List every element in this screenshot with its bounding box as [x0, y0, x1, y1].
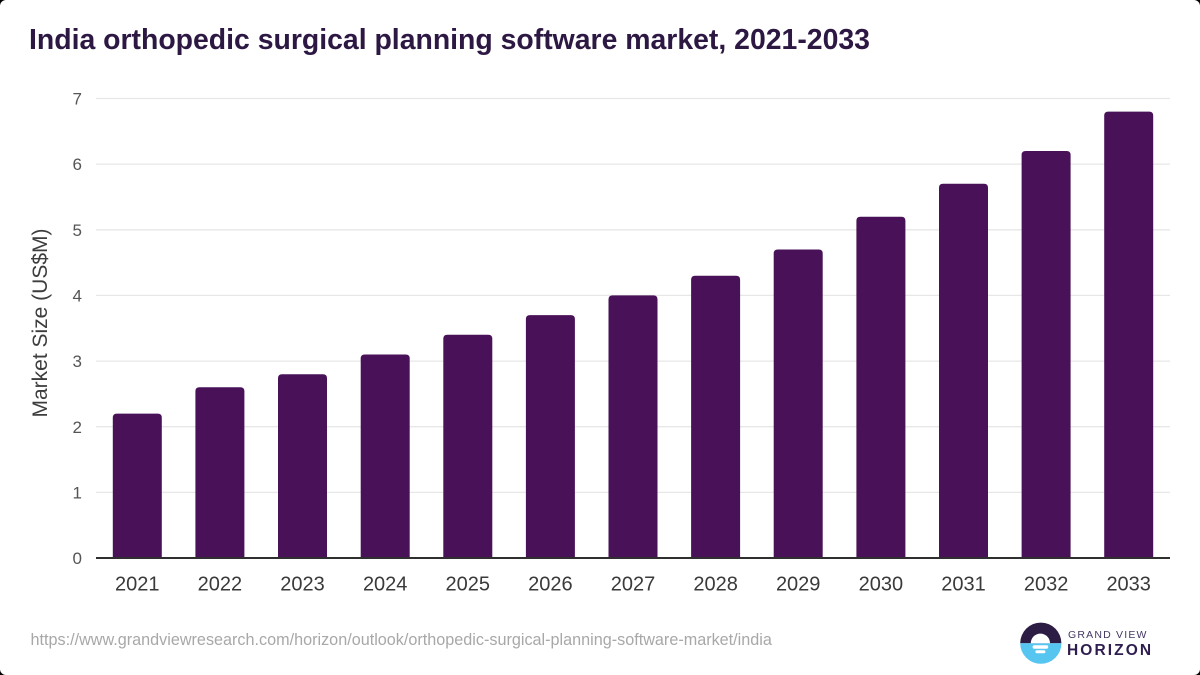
svg-text:2029: 2029 — [776, 574, 821, 596]
svg-text:2028: 2028 — [693, 574, 738, 596]
svg-text:2027: 2027 — [611, 574, 656, 596]
svg-text:4: 4 — [73, 287, 82, 306]
svg-text:2024: 2024 — [363, 574, 408, 596]
svg-text:7: 7 — [73, 90, 82, 109]
svg-text:0: 0 — [73, 549, 82, 568]
svg-text:2021: 2021 — [115, 574, 160, 596]
svg-text:5: 5 — [73, 221, 82, 240]
svg-text:6: 6 — [73, 155, 82, 174]
svg-text:2: 2 — [73, 418, 82, 437]
svg-text:India orthopedic surgical plan: India orthopedic surgical planning softw… — [29, 24, 870, 56]
svg-text:1: 1 — [73, 484, 82, 503]
svg-text:2025: 2025 — [446, 574, 491, 596]
svg-text:2023: 2023 — [280, 574, 325, 596]
svg-text:https://www.grandviewresearch.: https://www.grandviewresearch.com/horizo… — [31, 631, 772, 649]
svg-text:HORIZON: HORIZON — [1067, 642, 1153, 659]
svg-text:2022: 2022 — [198, 574, 243, 596]
svg-text:2033: 2033 — [1106, 574, 1151, 596]
svg-text:Market Size (US$M): Market Size (US$M) — [29, 228, 52, 417]
svg-text:2026: 2026 — [528, 574, 573, 596]
svg-text:2031: 2031 — [941, 574, 986, 596]
svg-text:GRAND VIEW: GRAND VIEW — [1068, 629, 1148, 641]
svg-text:2032: 2032 — [1024, 574, 1069, 596]
svg-text:2030: 2030 — [859, 574, 904, 596]
svg-text:3: 3 — [73, 352, 82, 371]
